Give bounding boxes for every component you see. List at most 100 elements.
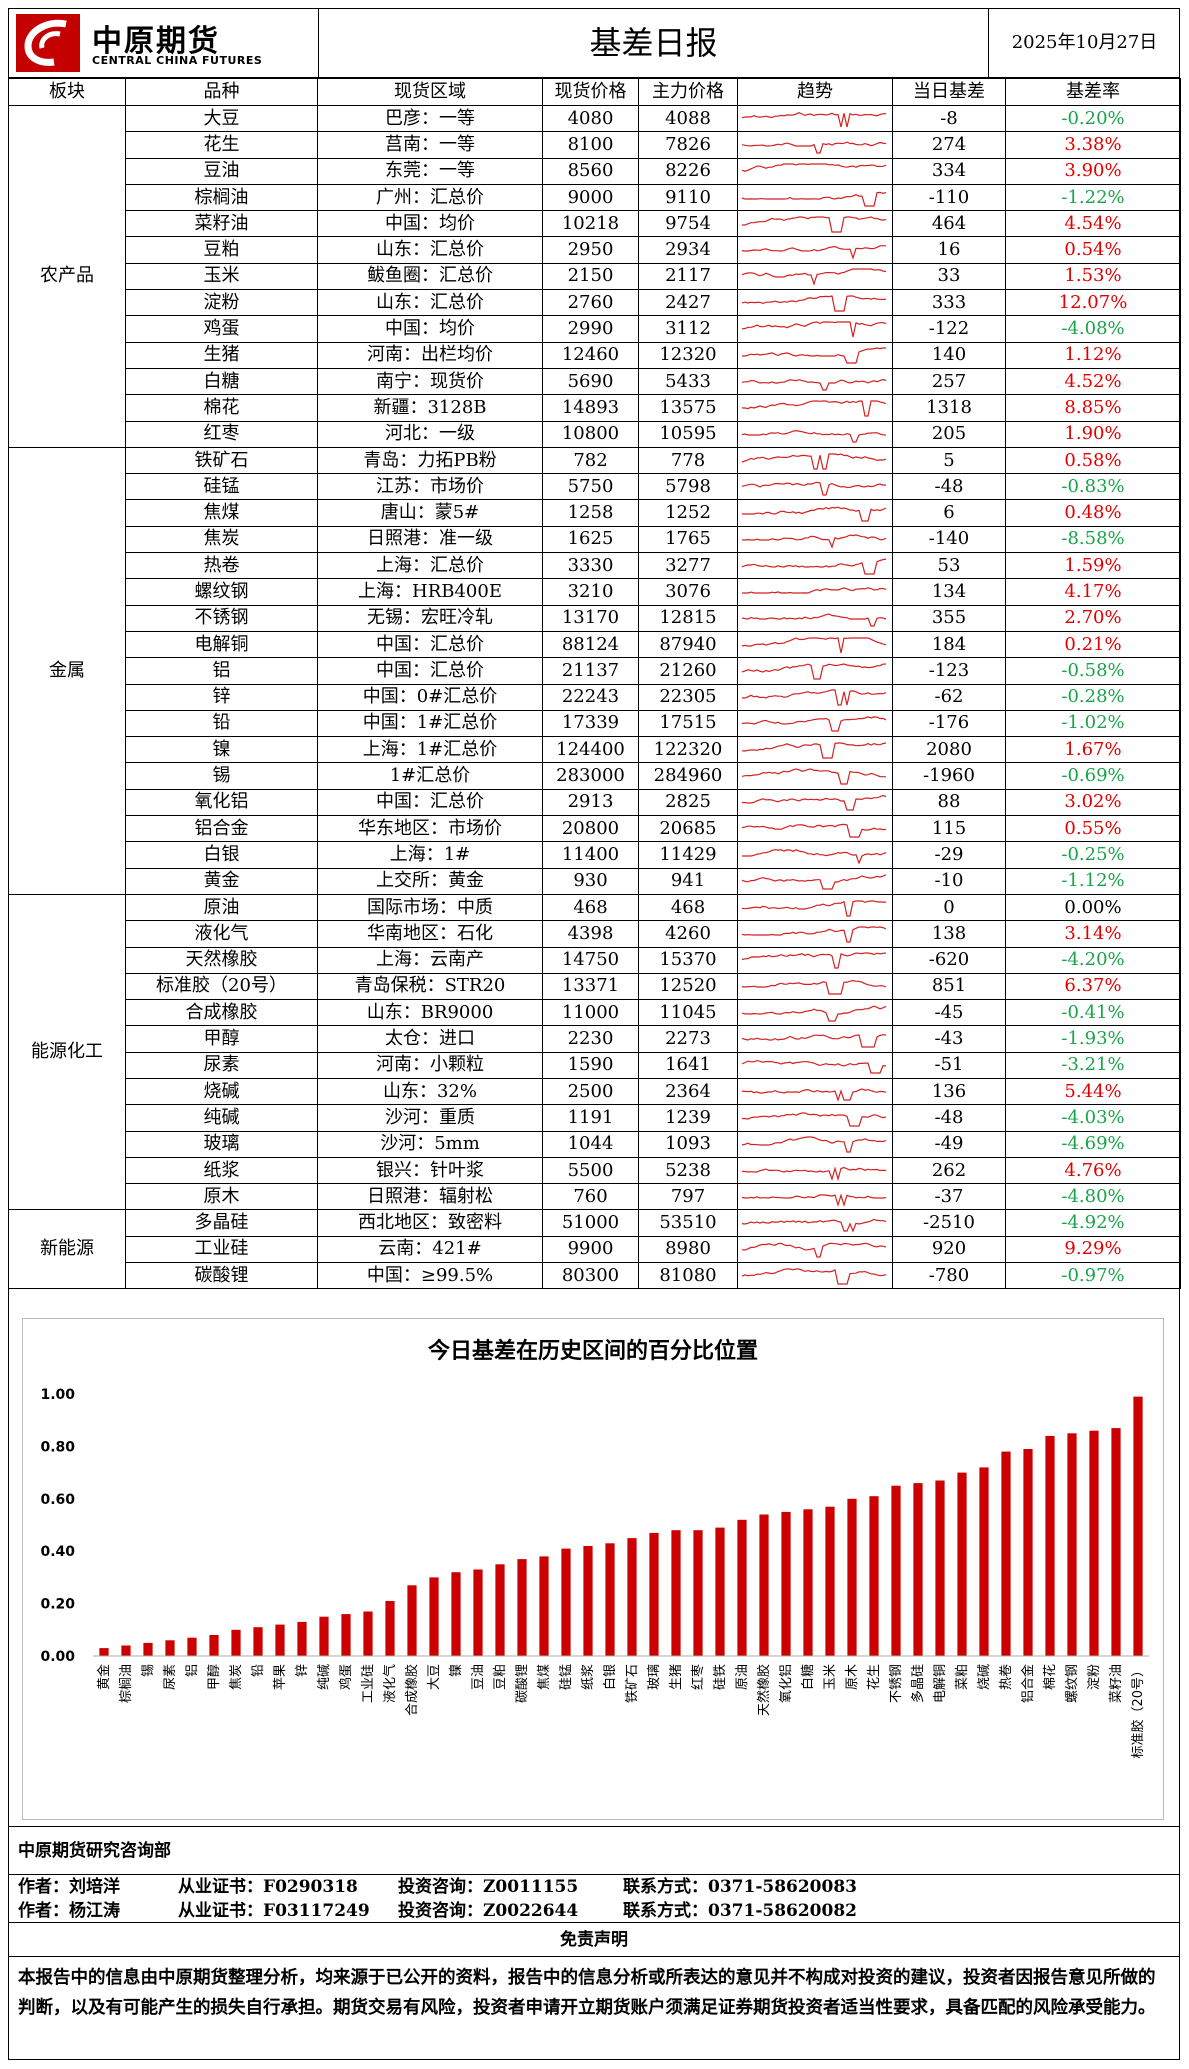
bar bbox=[121, 1645, 131, 1656]
region-cell: 山东：汇总价 bbox=[317, 289, 543, 317]
trend-cell bbox=[737, 394, 893, 422]
basis-cell: 5 bbox=[892, 446, 1006, 475]
basis-cell: 2080 bbox=[892, 736, 1006, 764]
trend-sparkline bbox=[741, 1034, 887, 1048]
chart-canvas: 0.00 0.20 0.40 0.60 0.80 1.00 黄金 棕榈油锡尿素铝甲醇 焦炭铅苹果… bbox=[40, 1387, 1149, 1759]
basis-cell: 262 bbox=[892, 1156, 1006, 1185]
main-price-cell: 17515 bbox=[638, 709, 738, 738]
product-cell: 镍 bbox=[125, 736, 318, 764]
company-logo: 中原期货 CENTRAL CHINA FUTURES bbox=[16, 14, 301, 72]
bar bbox=[363, 1611, 373, 1656]
trend-cell bbox=[737, 210, 893, 238]
spot-price-cell: 2760 bbox=[542, 289, 639, 317]
author-contact: 联系方式：0371-58620082 bbox=[623, 1901, 857, 1921]
basis-cell: 274 bbox=[892, 131, 1006, 159]
region-cell: 云南：421# bbox=[317, 1235, 543, 1264]
region-cell: 莒南：一等 bbox=[317, 131, 543, 159]
bar bbox=[1023, 1449, 1033, 1656]
bar bbox=[429, 1577, 439, 1656]
region-cell: 中国：汇总价 bbox=[317, 630, 543, 659]
bar bbox=[627, 1538, 637, 1656]
main-price-cell: 15370 bbox=[638, 946, 738, 974]
trend-cell bbox=[737, 1025, 893, 1053]
x-tick-label: 合成橡胶 bbox=[404, 1664, 420, 1716]
product-cell: 碳酸锂 bbox=[125, 1262, 318, 1290]
main-price-cell: 2934 bbox=[638, 236, 738, 264]
logo-mark-icon bbox=[16, 14, 80, 72]
trend-sparkline bbox=[742, 587, 887, 594]
basis-cell: 115 bbox=[892, 815, 1006, 843]
table-row: 豆油 东莞：一等 8560 8226 334 3.90% bbox=[9, 157, 1181, 185]
product-cell: 铁矿石 bbox=[125, 446, 318, 475]
basis-cell: 333 bbox=[892, 289, 1006, 317]
x-tick-label: 电解铜 bbox=[933, 1664, 948, 1703]
basis-cell: -29 bbox=[892, 841, 1006, 869]
basis-cell: -45 bbox=[892, 999, 1006, 1027]
main-price-cell: 2364 bbox=[638, 1077, 738, 1106]
x-tick-label: 铝合金 bbox=[1020, 1664, 1036, 1703]
basis-cell: -10 bbox=[892, 867, 1006, 895]
y-tick-label: 0.80 bbox=[40, 1439, 75, 1455]
author-block: 作者：刘培洋 从业证书：F0290318 投资咨询：Z0011155 联系方式：037… bbox=[8, 1874, 1180, 1922]
region-cell: 1#汇总价 bbox=[317, 762, 543, 790]
x-tick-label: 锌 bbox=[295, 1664, 310, 1677]
bar bbox=[231, 1629, 241, 1656]
spot-price-cell: 5690 bbox=[542, 367, 639, 396]
trend-cell bbox=[737, 473, 893, 501]
main-price-cell: 2825 bbox=[638, 788, 738, 817]
table-row: 鸡蛋 中国：均价 2990 3112 -122 -4.08% bbox=[9, 315, 1181, 343]
spot-price-cell: 2150 bbox=[542, 262, 639, 291]
x-tick-label: 豆粕 bbox=[493, 1664, 508, 1690]
product-cell: 鸡蛋 bbox=[125, 315, 318, 343]
spot-price-cell: 14750 bbox=[542, 946, 639, 974]
x-tick-label: 铅 bbox=[251, 1664, 266, 1677]
trend-cell bbox=[737, 1209, 893, 1237]
trend-sparkline bbox=[741, 1243, 887, 1259]
region-cell: 河北：一级 bbox=[317, 420, 543, 448]
trend-cell bbox=[737, 1235, 893, 1264]
product-cell: 尿素 bbox=[125, 1051, 318, 1079]
bar bbox=[165, 1640, 175, 1656]
spot-price-cell: 1258 bbox=[542, 499, 639, 527]
product-cell: 锡 bbox=[125, 762, 318, 790]
spot-price-cell: 5500 bbox=[542, 1156, 639, 1185]
sector-cell: 金属 bbox=[8, 446, 126, 895]
sector-cell: 能源化工 bbox=[8, 893, 126, 1211]
basis-rate-cell: -4.69% bbox=[1005, 1130, 1181, 1158]
product-cell: 铝合金 bbox=[125, 815, 318, 843]
trend-cell bbox=[737, 736, 893, 764]
spot-price-cell: 5750 bbox=[542, 473, 639, 501]
x-tick-label: 纸浆 bbox=[581, 1664, 596, 1690]
basis-rate-cell: 3.14% bbox=[1005, 920, 1181, 948]
table-row: 能源化工 原油 国际市场：中质 468 468 0 0.00% bbox=[8, 893, 1181, 1211]
trend-sparkline bbox=[742, 216, 887, 233]
main-price-cell: 797 bbox=[638, 1183, 738, 1211]
product-cell: 玉米 bbox=[125, 262, 318, 291]
table-row: 标准胶（20号） 青岛保税：STR20 13371 12520 851 6.37% bbox=[9, 972, 1181, 1001]
trend-cell bbox=[737, 1156, 893, 1185]
basis-rate-cell: 2.70% bbox=[1005, 604, 1181, 632]
trend-cell bbox=[737, 552, 893, 580]
bar bbox=[451, 1572, 461, 1656]
x-tick-label: 烧碱 bbox=[977, 1664, 992, 1690]
basis-rate-cell: 1.12% bbox=[1005, 341, 1181, 369]
x-tick-label: 镍 bbox=[449, 1664, 464, 1677]
basis-rate-cell: 3.90% bbox=[1005, 157, 1181, 185]
table-row: 液化气 华南地区：石化 4398 4260 138 3.14% bbox=[9, 920, 1181, 948]
main-price-cell: 3112 bbox=[638, 315, 738, 343]
trend-sparkline bbox=[741, 295, 887, 312]
table-row: 焦炭 日照港：准一级 1625 1765 -140 -8.58% bbox=[9, 525, 1181, 554]
basis-cell: -122 bbox=[892, 315, 1006, 343]
basis-cell: -37 bbox=[892, 1183, 1006, 1211]
basis-cell: 851 bbox=[892, 972, 1006, 1001]
region-cell: 中国：汇总价 bbox=[317, 788, 543, 817]
spot-price-cell: 20800 bbox=[542, 815, 639, 843]
table-row: 白糖 南宁：现货价 5690 5433 257 4.52% bbox=[9, 367, 1181, 396]
table-row: 新能源 多晶硅 西北地区：致密料 51000 53510 -2510 -4.92% bbox=[8, 1209, 1181, 1290]
trend-sparkline bbox=[741, 952, 887, 969]
basis-rate-cell: -1.12% bbox=[1005, 867, 1181, 895]
x-tick-label: 红枣 bbox=[690, 1664, 706, 1690]
basis-rate-cell: 9.29% bbox=[1005, 1235, 1181, 1264]
basis-cell: -1960 bbox=[892, 762, 1006, 790]
y-tick-label: 0.60 bbox=[40, 1492, 75, 1508]
